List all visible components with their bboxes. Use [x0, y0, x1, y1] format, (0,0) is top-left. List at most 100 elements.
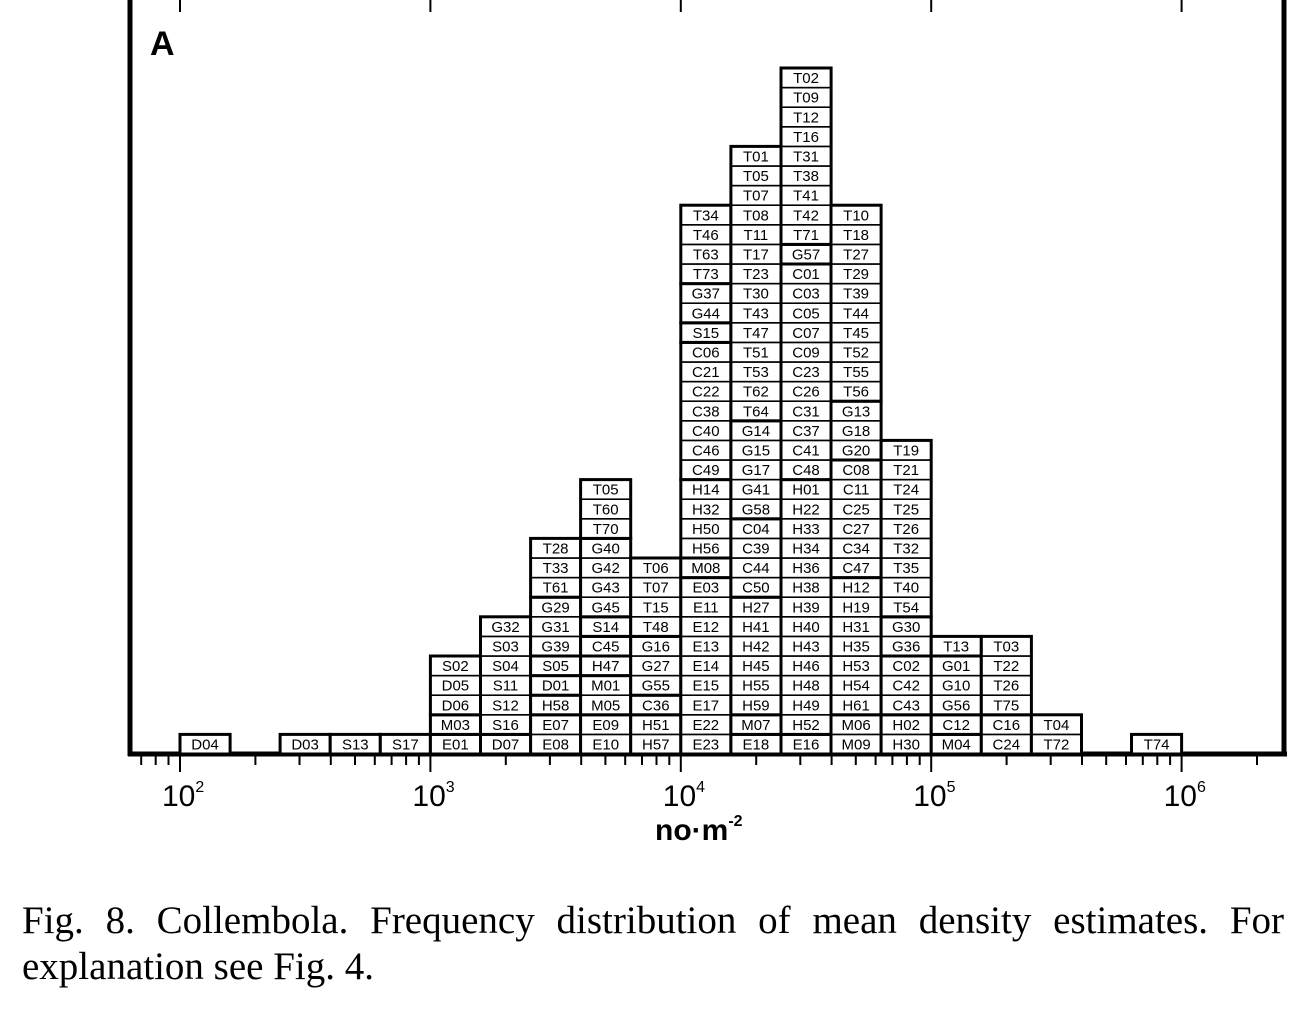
- site-label: E13: [692, 639, 719, 656]
- site-label: S17: [392, 737, 419, 754]
- site-box: T51: [730, 341, 782, 363]
- site-label: T15: [643, 599, 669, 616]
- site-label: G41: [742, 482, 770, 499]
- site-label: H40: [792, 619, 820, 636]
- site-label: T56: [843, 384, 869, 401]
- site-label: S02: [442, 658, 469, 675]
- site-box: S02: [429, 655, 482, 677]
- site-label: T21: [893, 462, 919, 479]
- x-axis-title: no·m-2: [655, 813, 743, 847]
- site-label: C22: [692, 384, 720, 401]
- site-label: M01: [591, 678, 620, 695]
- site-box: E18: [730, 733, 782, 755]
- site-box: M01: [579, 674, 632, 696]
- site-box: S15: [679, 321, 732, 344]
- site-label: H41: [742, 619, 770, 636]
- x-tick-label: 106: [1164, 779, 1206, 813]
- site-label: C16: [993, 717, 1021, 734]
- site-group-outline: [779, 66, 833, 246]
- site-box: T09: [780, 86, 832, 108]
- site-label: H58: [542, 697, 570, 714]
- site-label: M07: [741, 717, 770, 734]
- site-box: C44: [730, 557, 782, 579]
- site-box: C08: [830, 459, 882, 481]
- site-label: E18: [743, 737, 770, 754]
- site-label: E09: [592, 717, 619, 734]
- site-box: H51: [629, 713, 682, 736]
- site-label: T12: [793, 109, 819, 126]
- site-box: G10: [930, 674, 983, 696]
- panel-label: A: [150, 25, 175, 63]
- site-label: H35: [842, 639, 870, 656]
- site-label: D03: [291, 737, 319, 754]
- site-box: T15: [629, 596, 682, 618]
- site-box: C34: [830, 537, 882, 559]
- site-label: C03: [792, 286, 820, 303]
- site-box: T17: [730, 243, 782, 265]
- site-label: G43: [592, 580, 620, 597]
- site-label: C11: [843, 482, 869, 499]
- site-label: T52: [843, 345, 869, 362]
- histogram-column: M09 M06 H61 H54 H53 H35 H31 H19 H12 C47 C34 C27 C25 C…: [829, 203, 883, 756]
- x-axis-title-exponent: -2: [728, 813, 742, 830]
- site-box: T30: [730, 282, 782, 305]
- x-tick-exponent: 5: [947, 779, 956, 796]
- site-label: C40: [692, 423, 720, 440]
- site-box: G01: [930, 655, 983, 677]
- site-box: H36: [780, 557, 832, 579]
- site-label: T44: [843, 305, 869, 322]
- site-label: M08: [691, 560, 720, 577]
- site-box: C26: [780, 380, 832, 403]
- site-label: H33: [792, 521, 820, 538]
- histogram-chart: A D04 D03 S13 S17 E01 M03 D06 D05 S02 D07 S16 S12 S1…: [127, 0, 1287, 847]
- site-box: T34: [679, 204, 732, 226]
- site-label: H52: [792, 717, 820, 734]
- site-box: C43: [880, 694, 932, 716]
- site-box: T63: [679, 243, 732, 265]
- site-box: T62: [730, 380, 782, 403]
- site-label: T27: [843, 247, 869, 264]
- x-tick-label: 105: [913, 779, 955, 813]
- site-box: D04: [179, 733, 231, 755]
- site-box: S17: [379, 733, 432, 755]
- site-box: T43: [730, 302, 782, 324]
- site-box: T35: [880, 557, 932, 579]
- site-label: C43: [892, 697, 920, 714]
- site-box: T45: [830, 321, 882, 344]
- site-box: S16: [479, 713, 532, 736]
- site-label: C06: [692, 345, 720, 362]
- site-box: T10: [830, 204, 882, 226]
- site-label: H27: [742, 599, 770, 616]
- site-box: S11: [479, 674, 532, 696]
- site-label: C07: [792, 325, 820, 342]
- site-label: S12: [492, 697, 519, 714]
- site-label: E16: [793, 737, 820, 754]
- site-label: T51: [743, 345, 769, 362]
- site-group-outline: [1029, 713, 1084, 756]
- site-box: T26: [980, 674, 1033, 696]
- site-label: E03: [692, 580, 719, 597]
- site-label: C26: [792, 384, 820, 401]
- site-label: C38: [692, 403, 720, 420]
- site-label: H54: [842, 678, 870, 695]
- site-label: G01: [942, 658, 970, 675]
- site-box: G14: [730, 419, 782, 442]
- site-label: H53: [842, 658, 870, 675]
- site-box: T25: [880, 498, 932, 520]
- site-label: T34: [693, 207, 719, 224]
- site-box: H46: [780, 655, 832, 677]
- site-label: T60: [593, 501, 619, 518]
- site-box: T33: [529, 557, 582, 579]
- site-label: E17: [692, 697, 719, 714]
- site-box: H19: [830, 596, 882, 618]
- site-box: C16: [980, 713, 1033, 736]
- site-label: T72: [1043, 737, 1069, 754]
- site-label: T29: [843, 266, 869, 283]
- site-label: H31: [842, 619, 870, 636]
- site-box: C03: [780, 282, 832, 305]
- site-box: T28: [529, 537, 582, 559]
- site-label: S05: [542, 658, 569, 675]
- site-box: M05: [579, 694, 632, 716]
- histogram-column: E10 E09 M05 M01 H47 C45 S14 G45 G43 G42 G40 T70 T60 T…: [579, 478, 633, 756]
- site-box: C04: [730, 517, 782, 540]
